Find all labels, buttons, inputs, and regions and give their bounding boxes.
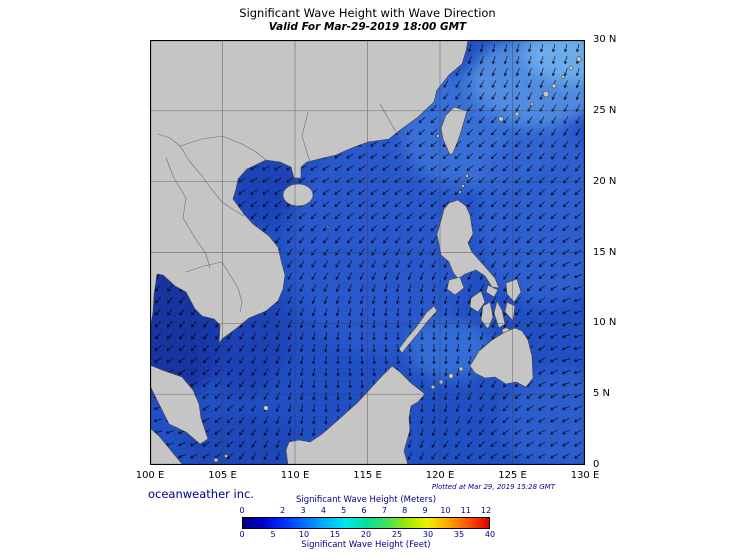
credit-text: oceanweather inc. xyxy=(148,487,255,501)
legend-tick-label: 35 xyxy=(453,530,465,539)
legend-meters-ticks: 0 2 3 4 5 6 7 8 9 10 11 12 xyxy=(239,506,492,515)
land-cebu xyxy=(493,300,506,329)
map-svg xyxy=(149,39,586,466)
lon-tick-label: 100 E xyxy=(135,470,165,481)
legend-tick-label: 11 xyxy=(460,506,471,515)
land-palawan xyxy=(398,305,438,354)
legend-tick-label: 5 xyxy=(341,506,347,515)
legend-tick-label: 7 xyxy=(381,506,387,515)
map-area xyxy=(149,39,586,466)
legend-tick-label: 6 xyxy=(361,506,367,515)
map-border xyxy=(149,39,586,466)
lat-tick-label: 0 xyxy=(593,459,600,470)
lon-tick-label: 125 E xyxy=(498,470,527,481)
legend-tick-label: 12 xyxy=(480,506,492,515)
land-samar xyxy=(505,278,522,303)
lat-tick-label: 5 N xyxy=(593,388,611,400)
land-layer xyxy=(150,40,582,465)
lon-tick-label: 105 E xyxy=(208,470,237,481)
land-hainan xyxy=(282,183,314,207)
legend-tick-label: 15 xyxy=(329,530,341,539)
land-panay xyxy=(469,290,486,313)
land-masbate xyxy=(485,284,499,298)
land-taiwan xyxy=(440,106,468,156)
land-borneo xyxy=(285,365,426,465)
legend-tick-label: 30 xyxy=(422,530,434,539)
legend-tick-label: 20 xyxy=(360,530,372,539)
lon-tick-label: 130 E xyxy=(570,470,600,481)
land-sumatra xyxy=(150,427,184,465)
lon-tick-label: 110 E xyxy=(280,470,310,481)
chart-subtitle: Valid For Mar-29-2019 18:00 GMT xyxy=(268,21,467,33)
legend-tick-label: 4 xyxy=(320,506,326,515)
grid-layer xyxy=(150,40,585,465)
legend-tick-label: 10 xyxy=(298,530,310,539)
legend-colorbar xyxy=(242,517,490,529)
legend-tick-label: 0 xyxy=(239,530,245,539)
lat-tick-label: 30 N xyxy=(593,34,617,45)
legend-tick-label: 2 xyxy=(280,506,286,515)
land-malay-peninsula xyxy=(150,364,209,445)
lat-tick-label: 25 N xyxy=(593,104,617,116)
land-mindoro xyxy=(446,276,465,296)
legend-tick-label: 0 xyxy=(239,506,245,515)
legend-tick-label: 25 xyxy=(391,530,403,539)
legend-tick-label: 8 xyxy=(402,506,408,515)
lon-tick-label: 115 E xyxy=(353,470,382,481)
legend-tick-label: 40 xyxy=(484,530,496,539)
land-small-islands xyxy=(213,56,582,463)
legend: Significant Wave Height (Meters) 0 2 3 4 5 6 7… xyxy=(239,495,495,553)
lat-tick-label: 15 N xyxy=(593,246,617,258)
land-mindanao xyxy=(469,327,534,388)
plotted-timestamp: Plotted at Mar 29, 2019 15:28 GMT xyxy=(431,483,555,491)
legend-feet-ticks: 0 5 10 15 20 25 30 35 40 xyxy=(239,530,495,539)
land-mainland-asia xyxy=(150,40,469,345)
legend-tick-label: 5 xyxy=(270,530,276,539)
legend-tick-label: 10 xyxy=(440,506,451,515)
lat-tick-label: 10 N xyxy=(593,317,617,329)
legend-feet-label: Significant Wave Height (Feet) xyxy=(301,540,431,550)
legend-meters-label: Significant Wave Height (Meters) xyxy=(295,495,437,505)
legend-tick-label: 9 xyxy=(422,506,428,515)
legend-tick-label: 3 xyxy=(300,506,306,515)
lat-tick-label: 20 N xyxy=(593,175,617,187)
land-luzon xyxy=(436,199,500,289)
political-borders xyxy=(157,103,397,313)
chart-title: Significant Wave Height with Wave Direct… xyxy=(239,6,496,20)
lon-tick-label: 120 E xyxy=(425,470,455,481)
